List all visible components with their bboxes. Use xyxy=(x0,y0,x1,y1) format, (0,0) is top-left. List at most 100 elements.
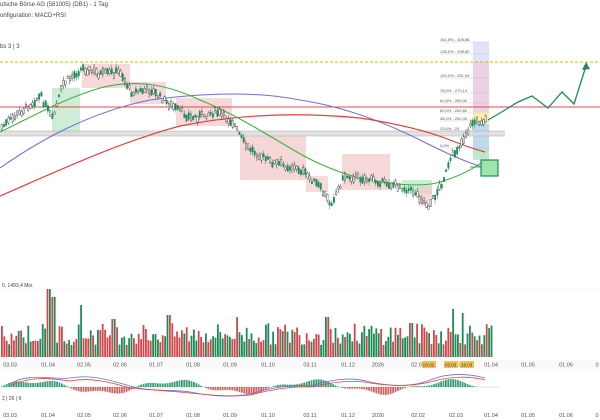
candle-body xyxy=(62,80,65,87)
macd-histogram-bar xyxy=(169,382,171,387)
macd-histogram-bar xyxy=(226,387,229,390)
macd-histogram-bar xyxy=(125,387,128,392)
volume-bar xyxy=(61,326,63,357)
macd-histogram-bar xyxy=(94,387,97,391)
volume-bar xyxy=(200,336,202,357)
candlestick-series[interactable] xyxy=(0,62,487,211)
volume-bar xyxy=(77,324,80,357)
date-tick-label: 02.05 xyxy=(77,363,91,369)
candle-body xyxy=(29,104,32,109)
candle-body xyxy=(432,195,434,199)
candle-body xyxy=(284,166,287,171)
candle-body xyxy=(480,120,483,126)
volume-bar xyxy=(20,330,22,357)
volume-bar xyxy=(313,338,315,357)
macd-histogram-bar xyxy=(224,387,226,391)
candle-body xyxy=(368,178,371,182)
candle-body xyxy=(112,72,115,79)
macd-histogram-bar xyxy=(229,387,231,391)
candle-body xyxy=(366,178,368,182)
candle-body xyxy=(339,185,342,189)
date-tick-label: 01.08 xyxy=(186,413,200,419)
macd-histogram-bar xyxy=(428,385,430,387)
date-marker xyxy=(422,361,436,368)
macd-histogram-bar xyxy=(413,386,416,387)
volume-bar xyxy=(435,334,438,357)
macd-histogram-bar xyxy=(89,387,92,392)
macd-histogram-bar xyxy=(305,381,308,387)
candle-body xyxy=(403,187,406,192)
volume-bar xyxy=(166,315,169,357)
volume-bar xyxy=(286,331,289,357)
volume-bar xyxy=(99,330,102,357)
volume-bar xyxy=(82,338,85,357)
volume-bar xyxy=(298,335,301,357)
candle-body xyxy=(465,131,467,139)
volume-bar xyxy=(277,327,279,357)
volume-bar xyxy=(370,325,373,357)
date-tick-label: 01.07 xyxy=(149,413,163,419)
candle-body xyxy=(394,180,397,186)
candle-body xyxy=(267,156,269,160)
volume-bar xyxy=(133,338,135,357)
macd-histogram-bar xyxy=(161,383,164,387)
macd-histogram-bar xyxy=(389,387,392,394)
volume-bar xyxy=(361,332,363,357)
volume-bar xyxy=(94,344,97,357)
volume-bar xyxy=(190,335,193,357)
candle-body xyxy=(434,194,437,200)
volume-bar xyxy=(13,340,15,357)
macd-histogram-bar xyxy=(375,387,378,394)
candle-body xyxy=(407,188,410,191)
candle-body xyxy=(194,114,197,118)
candle-body xyxy=(51,113,54,119)
volume-bar xyxy=(466,333,469,357)
volume-bar xyxy=(85,338,87,357)
candle-body xyxy=(60,85,63,90)
candle-body xyxy=(352,175,355,183)
macd-histogram-bar xyxy=(404,387,406,388)
candle-body xyxy=(275,159,278,165)
candle-body xyxy=(341,175,344,181)
volume-bar xyxy=(183,333,186,357)
candle-body xyxy=(346,175,349,179)
volume-bar xyxy=(53,297,56,357)
volume-bar xyxy=(387,336,390,357)
macd-histogram-bar xyxy=(349,387,351,389)
candle-body xyxy=(47,105,49,112)
volume-bar xyxy=(202,342,205,357)
candle-body xyxy=(410,186,412,191)
macd-histogram-bar xyxy=(173,381,176,387)
volume-bar xyxy=(169,315,171,357)
date-tick-label: 01.04 xyxy=(484,413,498,419)
volume-bar xyxy=(473,336,476,357)
candle-body xyxy=(172,103,175,111)
volume-bar xyxy=(358,343,361,357)
volume-bar xyxy=(248,338,250,357)
volume-bar xyxy=(332,342,334,357)
target-box-icon[interactable] xyxy=(480,159,499,177)
macd-histogram-bar xyxy=(34,382,37,387)
candle-body xyxy=(304,168,307,175)
volume-bar xyxy=(308,340,310,357)
macd-histogram-bar xyxy=(166,383,169,387)
candle-body xyxy=(44,100,47,107)
macd-histogram-bar xyxy=(411,386,414,387)
volume-bar xyxy=(219,332,222,357)
volume-bar xyxy=(291,329,294,357)
candle-body xyxy=(104,68,107,74)
candle-body xyxy=(322,190,324,196)
volume-bar xyxy=(58,326,61,357)
volume-bar xyxy=(116,327,118,357)
volume-bar xyxy=(238,332,241,357)
candle-body xyxy=(361,176,364,184)
candle-body xyxy=(271,162,274,168)
macd-histogram-bar xyxy=(77,387,80,392)
macd-histogram-bar xyxy=(41,381,44,387)
candle-body xyxy=(73,71,76,79)
candle-body xyxy=(187,112,190,120)
volume-bar xyxy=(476,340,478,357)
macd-histogram-bar xyxy=(20,381,22,387)
candle-body xyxy=(458,145,461,149)
